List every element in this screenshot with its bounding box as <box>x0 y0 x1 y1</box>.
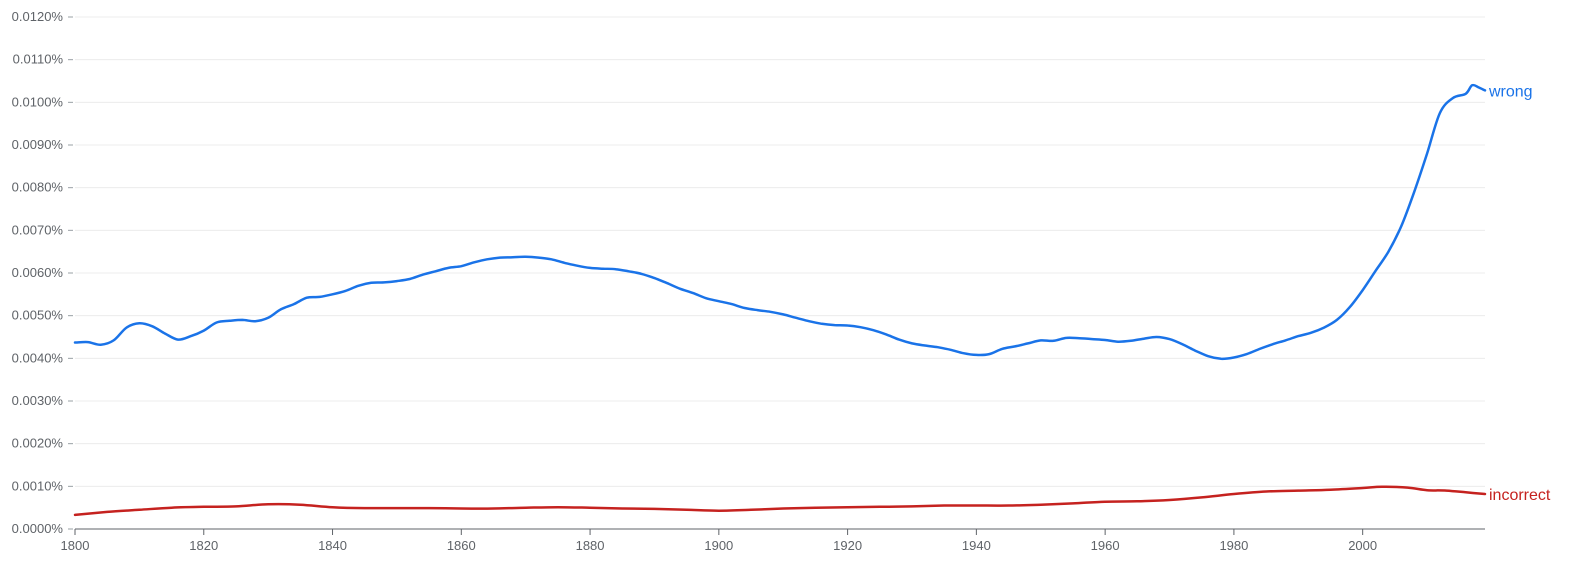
x-axis: 1800 1820 1840 1860 1880 1900 1920 1940 1960 1980… <box>61 528 1485 553</box>
y-tick-label: 0.0090% <box>12 137 64 152</box>
y-tick-label: 0.0020% <box>12 436 64 451</box>
y-tick-label: 0.0110% <box>13 52 64 67</box>
y-tick-label: 0.0070% <box>12 222 64 237</box>
x-tick-label: 1860 <box>447 538 476 553</box>
y-tick-label: 0.0040% <box>12 350 64 365</box>
x-tick-label: 1880 <box>576 538 605 553</box>
x-tick-label: 1960 <box>1091 538 1120 553</box>
series-line-incorrect <box>73 485 1487 517</box>
y-tick-label: 0.0120% <box>12 9 64 24</box>
series-label-wrong: wrong <box>1488 83 1533 100</box>
x-tick-label: 1940 <box>962 538 991 553</box>
y-tick-label: 0.0050% <box>12 308 64 323</box>
grid <box>75 16 1485 487</box>
y-tick-label: 0.0060% <box>12 265 64 280</box>
x-tick-label: 1820 <box>189 538 218 553</box>
x-tick-label: 1800 <box>61 538 90 553</box>
y-tick-label: 0.0000% <box>12 521 64 536</box>
series-group: wrong incorrect <box>73 83 1551 517</box>
x-tick-label: 1980 <box>1219 538 1248 553</box>
y-tick-label: 0.0080% <box>12 180 64 195</box>
x-tick-label: 2000 <box>1348 538 1377 553</box>
y-axis: 0.0000% 0.0010% 0.0020% 0.0030% 0.0040% 0.005… <box>12 9 73 536</box>
x-tick-label: 1900 <box>704 538 733 553</box>
series-line-wrong <box>73 83 1487 361</box>
series-label-incorrect: incorrect <box>1489 487 1551 504</box>
y-tick-label: 0.0010% <box>12 478 64 493</box>
y-tick-label: 0.0100% <box>12 94 64 109</box>
y-tick-label: 0.0030% <box>12 393 64 408</box>
x-tick-label: 1840 <box>318 538 347 553</box>
x-tick-label: 1920 <box>833 538 862 553</box>
